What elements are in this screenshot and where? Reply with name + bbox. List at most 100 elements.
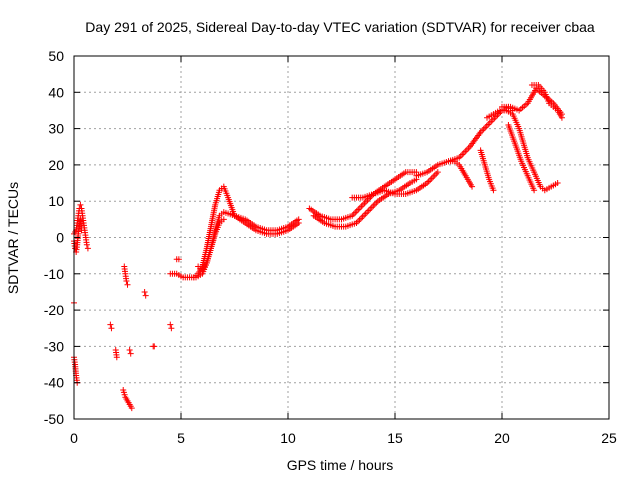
data-point [459, 151, 466, 158]
x-tick-label: 15 [387, 430, 403, 446]
chart-title: Day 291 of 2025, Sidereal Day-to-day VTE… [85, 19, 595, 35]
data-point [485, 121, 492, 128]
data-point [434, 169, 441, 176]
grid [74, 56, 609, 419]
y-tick-label: -10 [44, 266, 64, 282]
data-point [362, 198, 369, 205]
series-track-4b [173, 256, 182, 263]
data-point [427, 176, 434, 183]
series-track-2e [126, 347, 134, 357]
data-point [489, 116, 496, 123]
data-point [554, 180, 561, 187]
data-point [469, 183, 476, 190]
y-tick-label: 10 [48, 193, 64, 209]
series-track-c [195, 216, 227, 274]
data-point [295, 219, 302, 226]
data-point [362, 210, 369, 217]
series-track-2a [107, 321, 115, 332]
y-tick-labels: -50 -40 -30 -20 -10 0 10 20 30 40 50 [44, 48, 64, 427]
data-point [142, 292, 149, 299]
data-point [364, 209, 371, 216]
data-point [353, 208, 360, 215]
data-point [370, 202, 377, 209]
data-point [108, 325, 115, 332]
series-track-f [349, 169, 441, 201]
data-point [430, 173, 437, 180]
data-point [368, 204, 375, 211]
data-point [124, 281, 131, 288]
series-track-a [167, 209, 302, 281]
data-point [107, 321, 114, 328]
data-point [126, 347, 133, 354]
series-track-early-c [71, 354, 81, 386]
x-tick-labels: 0 5 10 15 20 25 [70, 430, 617, 446]
data-point [361, 200, 368, 207]
y-tick-label: -40 [44, 375, 64, 391]
data-point [359, 213, 366, 220]
x-tick-label: 10 [280, 430, 296, 446]
data-point [167, 321, 174, 328]
y-tick-label: 20 [48, 157, 64, 173]
data-point [490, 187, 497, 194]
y-tick-label: -20 [44, 302, 64, 318]
series-track-2b [112, 347, 120, 361]
data-point [123, 278, 130, 285]
y-tick-label: -50 [44, 411, 64, 427]
data-point [220, 216, 227, 223]
series-track-4a [167, 321, 175, 332]
data-point [84, 245, 91, 252]
series-track-j [484, 107, 561, 194]
y-axis-title: SDTVAR / TECUs [5, 182, 21, 294]
data-point [359, 201, 366, 208]
data-point [365, 207, 372, 214]
data-point [175, 256, 182, 263]
data-point [361, 212, 368, 219]
series-track-h [445, 158, 476, 190]
data-point [367, 205, 374, 212]
series-track-early-b [71, 216, 85, 256]
data-point [78, 227, 85, 234]
y-tick-label: 30 [48, 121, 64, 137]
data-point [356, 216, 363, 223]
data-point [433, 170, 440, 177]
x-tick-label: 25 [601, 430, 617, 446]
data-point [356, 204, 363, 211]
data-point [531, 187, 538, 194]
x-tick-label: 20 [494, 430, 510, 446]
data-point [355, 206, 362, 213]
data-point [373, 199, 380, 206]
data-point [141, 288, 148, 295]
data-point [358, 203, 365, 210]
data-point [428, 175, 435, 182]
data-point [358, 215, 365, 222]
data-point [462, 148, 469, 155]
y-tick-label: 0 [56, 230, 64, 246]
data-point [127, 350, 134, 357]
data-marks [71, 82, 565, 412]
data-point [151, 343, 158, 350]
data-point [431, 172, 438, 179]
series-track-k [505, 121, 538, 194]
data-point [168, 325, 175, 332]
data-point [482, 124, 489, 131]
data-point [113, 354, 120, 361]
series-track-3a [141, 288, 149, 299]
x-axis-title: GPS time / hours [287, 457, 394, 473]
data-point [83, 241, 90, 248]
data-point [491, 115, 498, 122]
x-tick-label: 5 [177, 430, 185, 446]
series-track-2c [121, 263, 131, 288]
series-track-b [190, 183, 302, 281]
data-point [465, 145, 472, 152]
data-point [486, 119, 493, 126]
axis-ticks [73, 55, 610, 420]
series-track-g [413, 103, 516, 179]
data-point [128, 405, 135, 412]
y-tick-label: 40 [48, 84, 64, 100]
series-track-i [477, 147, 497, 194]
data-point [352, 209, 359, 216]
data-point [77, 201, 84, 208]
data-point [558, 114, 565, 121]
x-tick-label: 0 [70, 430, 78, 446]
